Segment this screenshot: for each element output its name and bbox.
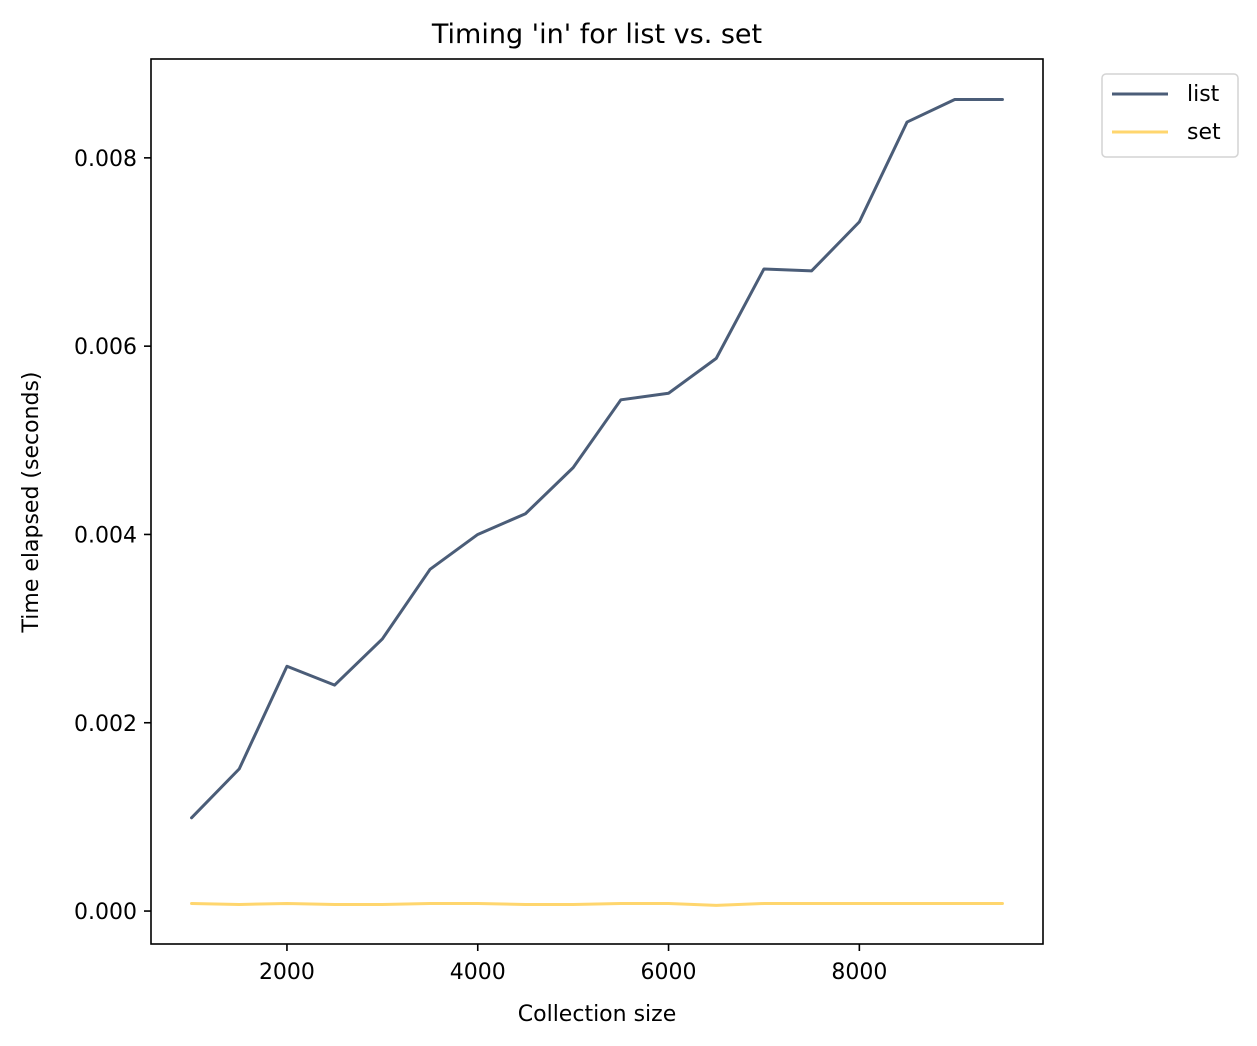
x-tick-label: 8000 [831, 960, 887, 985]
chart-title: Timing 'in' for list vs. set [431, 19, 762, 50]
x-axis-ticks: 2000 4000 6000 8000 [259, 944, 887, 985]
y-tick-label: 0.004 [74, 523, 137, 548]
y-tick-label: 0.006 [74, 335, 137, 360]
x-axis-label: Collection size [518, 1002, 676, 1027]
plot-area-frame [150, 58, 1044, 945]
series-line-set [190, 902, 1004, 907]
legend-label-list: list [1187, 82, 1220, 107]
y-axis-ticks: 0.000 0.002 0.004 0.006 0.008 [74, 147, 151, 925]
y-tick-label: 0.002 [74, 712, 137, 737]
x-tick-label: 6000 [641, 960, 697, 985]
y-tick-label: 0.000 [74, 900, 137, 925]
y-tick-label: 0.008 [74, 147, 137, 172]
series-line-list [190, 97, 1004, 820]
legend: list set [1101, 73, 1239, 158]
x-tick-label: 4000 [450, 960, 506, 985]
x-tick-label: 2000 [259, 960, 315, 985]
series-layer [190, 97, 1004, 907]
y-axis-label: Time elapsed (seconds) [19, 372, 44, 634]
legend-label-set: set [1187, 120, 1221, 145]
